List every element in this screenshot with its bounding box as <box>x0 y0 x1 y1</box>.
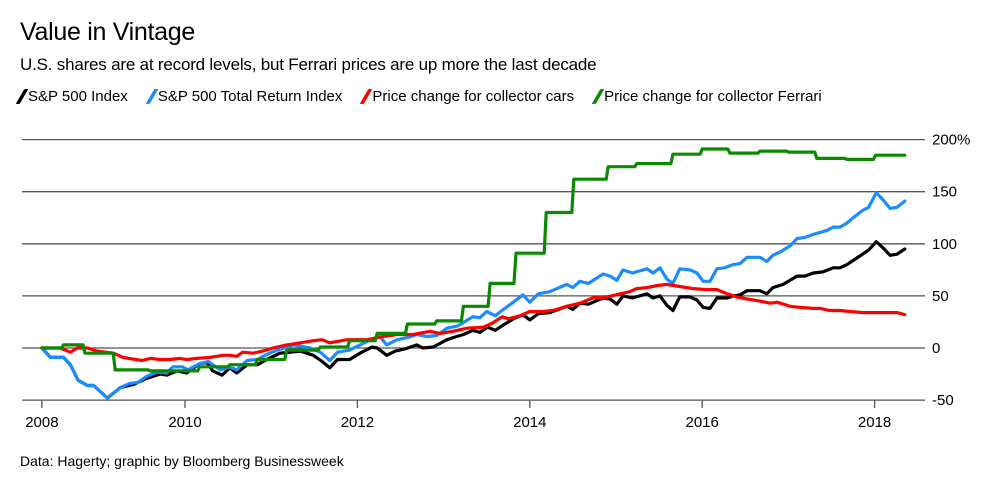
chart-title: Value in Vintage <box>20 18 195 46</box>
legend-label: Price change for collector cars <box>372 88 575 105</box>
legend-item-sp500-total-return: S&P 500 Total Return Index <box>145 88 343 105</box>
x-tick-label: 2016 <box>686 414 719 431</box>
series-line-3 <box>40 147 907 373</box>
x-tick-label: 2008 <box>25 414 58 431</box>
legend-item-collector-cars: Price change for collector cars <box>360 88 575 105</box>
y-tick-label: 200% <box>932 132 970 149</box>
legend-item-sp500: S&P 500 Index <box>15 88 128 105</box>
x-tick-label: 2010 <box>168 414 201 431</box>
legend-label: Price change for collector Ferrari <box>604 88 822 105</box>
x-tick-label: 2018 <box>858 414 891 431</box>
x-tick-label: 2012 <box>341 414 374 431</box>
y-tick-label: 0 <box>932 340 940 357</box>
y-tick-label: -50 <box>932 392 954 409</box>
x-tick-label: 2014 <box>513 414 546 431</box>
legend: S&P 500 Index S&P 500 Total Return Index… <box>15 88 822 105</box>
chart-subtitle: U.S. shares are at record levels, but Fe… <box>20 55 597 74</box>
legend-label: S&P 500 Total Return Index <box>157 88 343 105</box>
series-line-1 <box>40 191 907 400</box>
series-line-0 <box>40 240 907 400</box>
legend-item-collector-ferrari: Price change for collector Ferrari <box>591 88 822 105</box>
legend-label: S&P 500 Index <box>28 88 128 105</box>
source-note: Data: Hagerty; graphic by Bloomberg Busi… <box>20 453 344 469</box>
series-line-2 <box>40 282 907 363</box>
y-tick-label: 50 <box>932 288 949 305</box>
y-tick-label: 150 <box>932 184 957 201</box>
y-tick-label: 100 <box>932 236 957 253</box>
